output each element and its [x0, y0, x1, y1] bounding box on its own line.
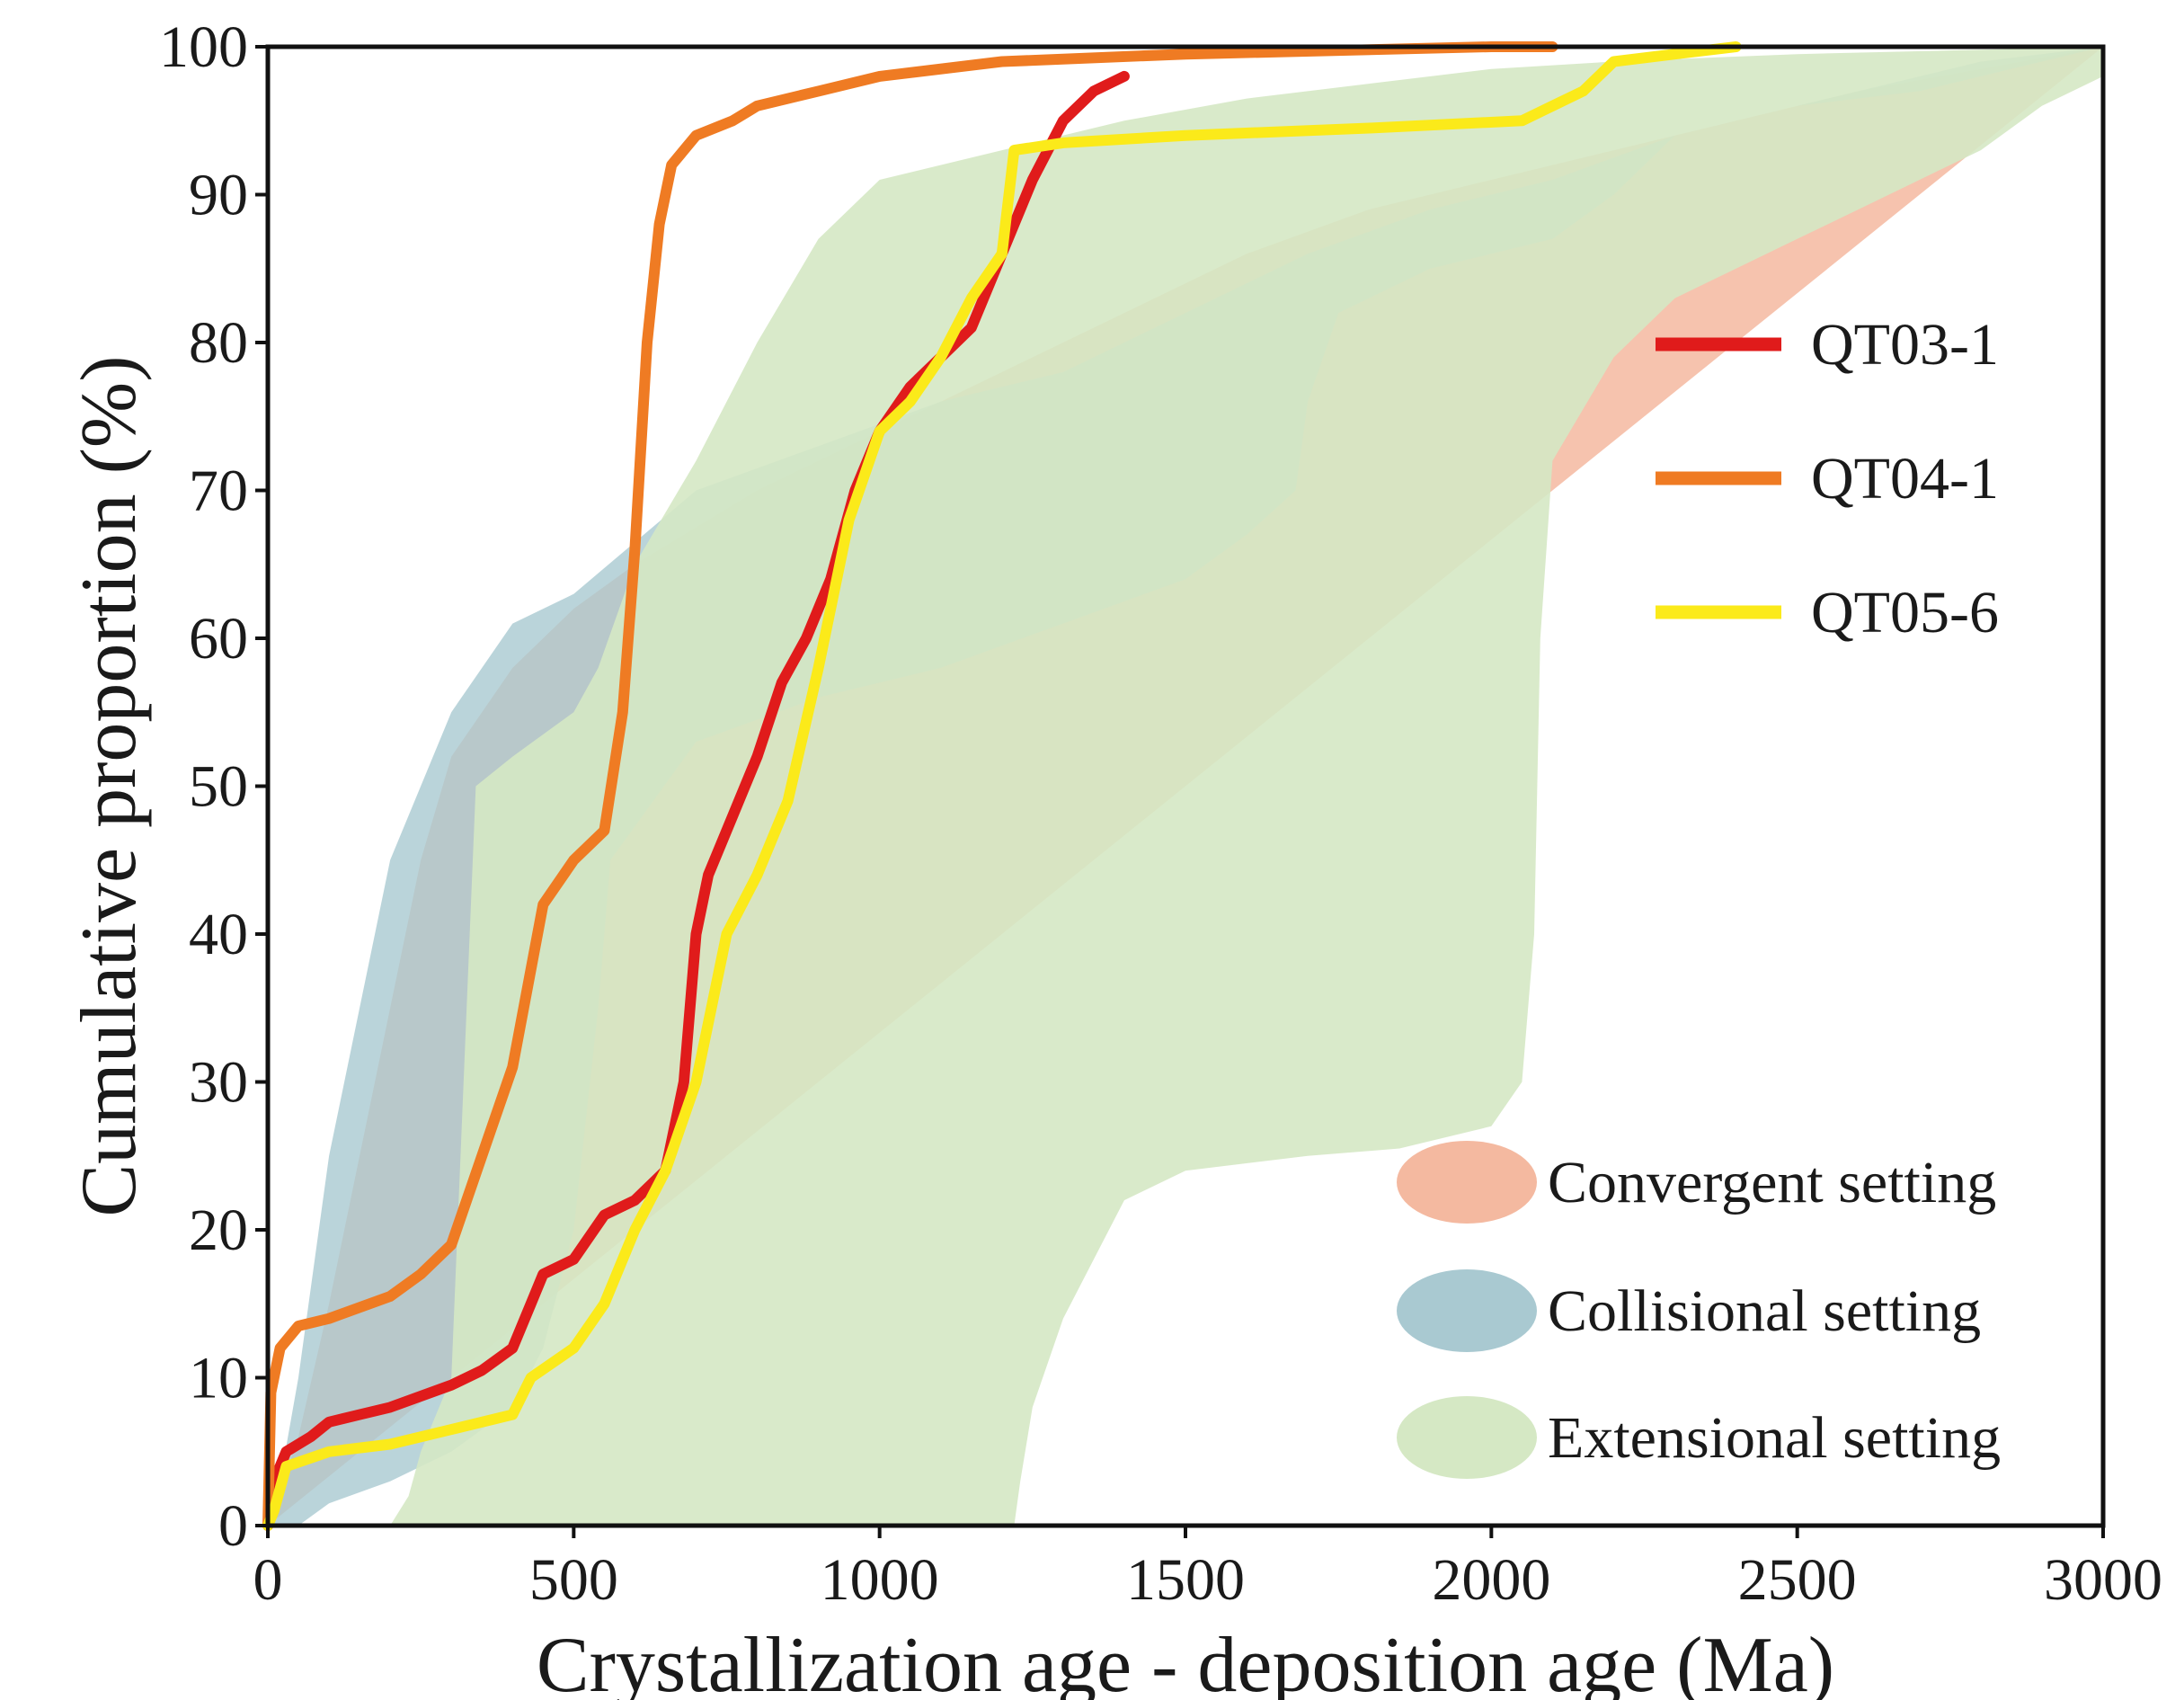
legend: QT03-1 QT04-1 QT05-6 Convergent setting Coll… — [1397, 312, 2001, 1479]
x-tick-label: 0 — [253, 1547, 283, 1613]
y-tick-label: 30 — [189, 1050, 248, 1116]
legend-swatch-extensional-setting — [1397, 1396, 1537, 1479]
y-tick-label: 80 — [189, 310, 248, 376]
y-tick-label: 40 — [189, 902, 248, 967]
setting-envelopes — [268, 47, 2104, 1526]
legend-swatch-collisional-setting — [1397, 1269, 1537, 1352]
extensional-setting-envelope — [390, 47, 2104, 1526]
legend-label-convergent-setting: Convergent setting — [1548, 1150, 1996, 1215]
y-axis-title: Cumulative proportion (%) — [66, 355, 153, 1216]
series-line-qt04-1 — [262, 41, 1558, 1531]
y-tick-label: 70 — [189, 458, 248, 524]
y-tick-label: 10 — [189, 1346, 248, 1411]
x-tick-label: 2000 — [1432, 1547, 1550, 1613]
legend-label-extensional-setting: Extensional setting — [1548, 1405, 2001, 1471]
y-axis-ticks: 0 10 20 30 40 50 60 70 80 90 100 — [159, 14, 268, 1559]
x-tick-label: 1500 — [1126, 1547, 1245, 1613]
legend-label-qt03-1: QT03-1 — [1811, 312, 1999, 378]
x-axis-title: Crystallization age - deposition age (Ma… — [537, 1622, 1834, 1700]
x-tick-label: 2500 — [1738, 1547, 1857, 1613]
x-tick-label: 500 — [529, 1547, 618, 1613]
legend-swatch-convergent-setting — [1397, 1141, 1537, 1224]
y-tick-label: 0 — [218, 1493, 248, 1559]
y-tick-label: 100 — [159, 14, 248, 80]
x-tick-label: 1000 — [821, 1547, 939, 1613]
x-tick-label: 3000 — [2044, 1547, 2162, 1613]
x-axis-ticks: 0 500 1000 1500 2000 2500 3000 — [253, 1526, 2162, 1613]
series-line-qt03-1 — [262, 70, 1130, 1531]
series-line-qt05-6 — [262, 41, 1742, 1531]
legend-label-qt04-1: QT04-1 — [1811, 446, 1999, 512]
legend-label-collisional-setting: Collisional setting — [1548, 1278, 1981, 1344]
y-tick-label: 20 — [189, 1197, 248, 1263]
sample-lines — [262, 41, 1742, 1531]
y-tick-label: 90 — [189, 163, 248, 228]
y-tick-label: 60 — [189, 606, 248, 672]
legend-label-qt05-6: QT05-6 — [1811, 580, 1999, 645]
y-tick-label: 50 — [189, 754, 248, 820]
